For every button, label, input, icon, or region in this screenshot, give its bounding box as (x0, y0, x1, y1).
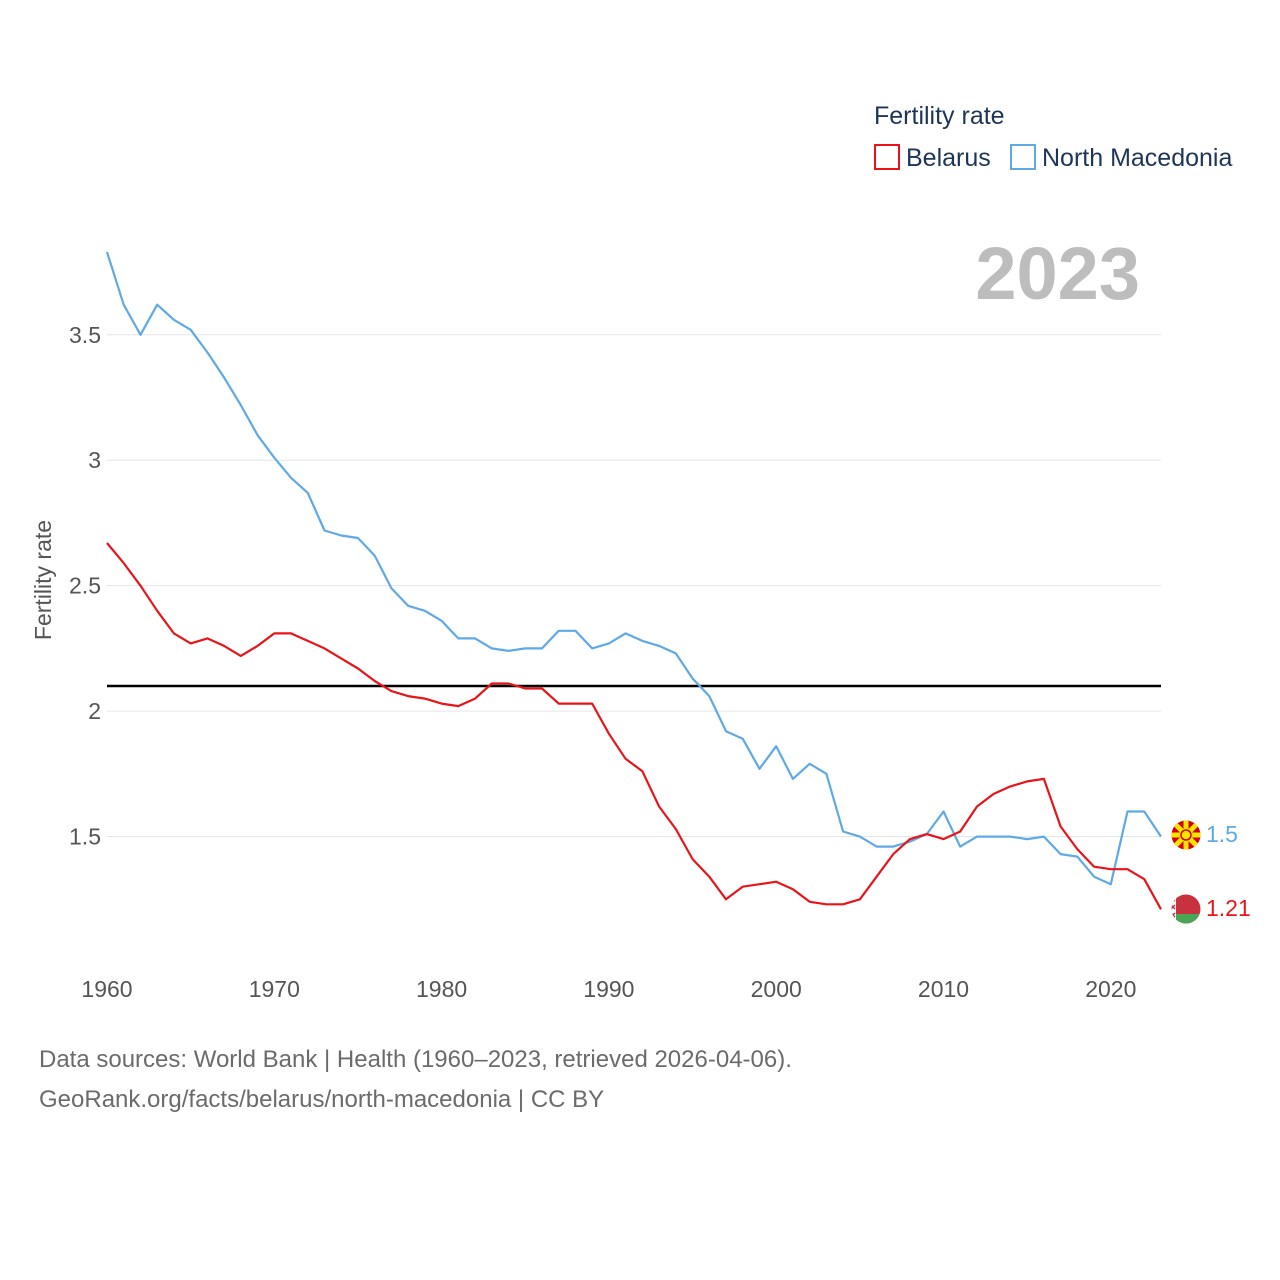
y-tick-label: 2.5 (69, 573, 101, 599)
legend-label-north-macedonia[interactable]: North Macedonia (1042, 144, 1232, 172)
series-line-belarus (106, 542, 1162, 910)
x-tick-label: 1980 (416, 976, 467, 1002)
belarus-flag-icon (1171, 894, 1201, 924)
x-tick-label: 2020 (1085, 976, 1136, 1002)
end-value-north-macedonia: 1.5 (1206, 821, 1238, 847)
x-tick-label: 1970 (249, 976, 300, 1002)
y-axis-title: Fertility rate (30, 520, 56, 640)
legend-swatch-north-macedonia[interactable] (1010, 144, 1036, 170)
y-tick-label: 3.5 (69, 322, 101, 348)
legend-label-belarus[interactable]: Belarus (906, 144, 991, 172)
north-macedonia-flag-icon (1171, 820, 1201, 850)
current-year-label: 2023 (975, 232, 1140, 315)
x-tick-label: 1990 (583, 976, 634, 1002)
y-tick-label: 1.5 (69, 824, 101, 850)
y-tick-label: 2 (88, 698, 101, 724)
x-axis-ticks: 1960 1970 1980 1990 2000 2010 2020 (81, 976, 1136, 1002)
data-sources-note: Data sources: World Bank | Health (1960–… (39, 1046, 792, 1073)
y-axis-ticks: 1.5 2 2.5 3 3.5 (69, 322, 101, 850)
x-tick-label: 2010 (918, 976, 969, 1002)
x-tick-label: 1960 (81, 976, 132, 1002)
y-tick-label: 3 (88, 447, 101, 473)
gridlines (107, 334, 1161, 838)
end-value-belarus: 1.21 (1206, 895, 1251, 921)
legend-swatch-belarus[interactable] (874, 144, 900, 170)
x-tick-label: 2000 (751, 976, 802, 1002)
series-line-north-macedonia (105, 251, 1162, 886)
legend-title: Fertility rate (874, 102, 1005, 130)
attribution-link[interactable]: GeoRank.org/facts/belarus/north-macedoni… (39, 1086, 605, 1113)
